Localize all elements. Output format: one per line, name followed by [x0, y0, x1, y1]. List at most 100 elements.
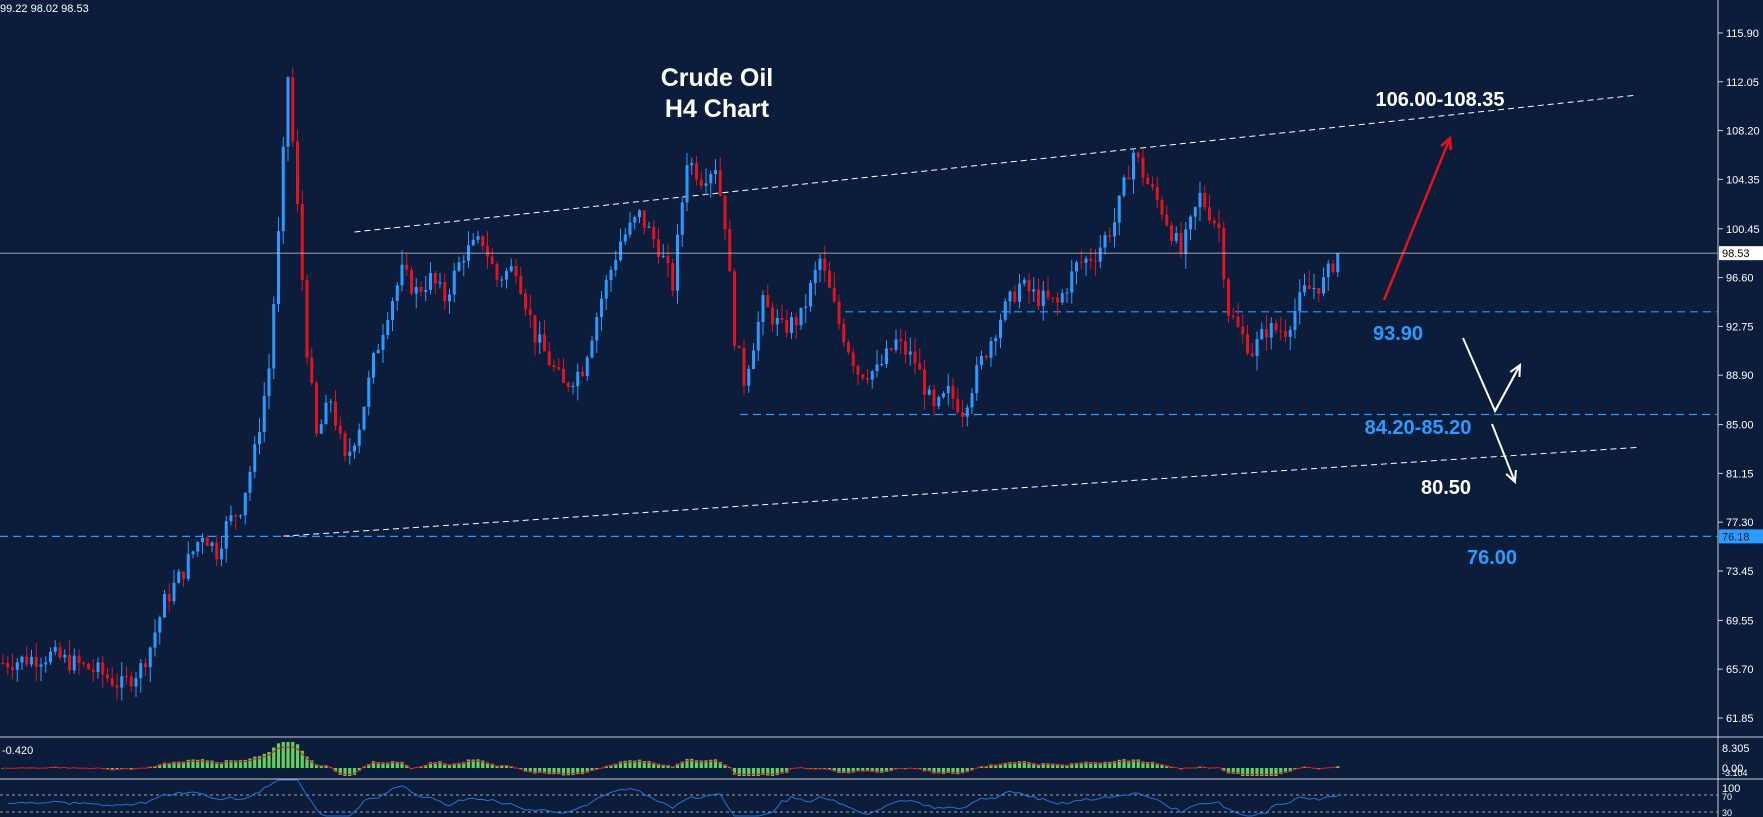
candle — [1231, 307, 1235, 320]
candle — [262, 382, 266, 443]
candle — [913, 338, 917, 375]
candle — [120, 662, 124, 701]
candle — [547, 342, 551, 367]
candle — [946, 373, 950, 406]
candle — [343, 430, 347, 462]
candle — [752, 342, 755, 370]
candle — [357, 423, 361, 454]
candle — [742, 339, 746, 396]
candle — [633, 215, 637, 230]
macd-bar — [595, 768, 599, 770]
candle — [723, 195, 727, 241]
macd-bar — [604, 765, 608, 768]
candle — [828, 261, 831, 289]
candle — [785, 309, 789, 338]
macd-bar — [219, 762, 224, 768]
macd-bar — [984, 766, 988, 768]
candle — [106, 667, 109, 683]
macd-bar — [965, 768, 969, 773]
macd-bar — [932, 768, 936, 774]
macd-bar — [1041, 762, 1045, 768]
candle — [899, 328, 903, 355]
macd-bar — [884, 768, 889, 772]
macd-bar — [946, 768, 950, 774]
macd-bar — [690, 758, 694, 768]
macd-bar — [357, 768, 361, 771]
candle — [1336, 253, 1340, 278]
candle — [315, 380, 318, 437]
candle — [167, 583, 171, 612]
macd-bar — [889, 768, 893, 772]
macd-bar — [238, 760, 243, 768]
price-tick-label: 85.00 — [1726, 420, 1754, 432]
macd-bar — [490, 763, 494, 768]
macd-bar — [452, 763, 456, 768]
macd-bar — [566, 768, 570, 776]
macd-bar — [272, 747, 276, 768]
candle — [604, 274, 608, 310]
candle — [543, 320, 546, 352]
candle — [1165, 205, 1169, 228]
candle — [1303, 273, 1306, 296]
candle — [652, 220, 656, 248]
macd-bar — [751, 768, 756, 776]
macd-bar — [405, 765, 409, 768]
candle — [1027, 273, 1031, 304]
candle — [1331, 260, 1335, 275]
macd-bar — [528, 768, 532, 773]
macd-bar — [481, 760, 485, 768]
macd-bar — [257, 756, 262, 768]
candle — [585, 355, 589, 381]
candle — [761, 290, 765, 336]
macd-bar — [153, 766, 157, 768]
price-tick-label: 77.30 — [1726, 517, 1754, 529]
candle — [1312, 273, 1316, 300]
macd-bar — [158, 764, 162, 768]
candle — [937, 395, 941, 410]
candle — [813, 261, 817, 296]
rsi-indicator — [0, 779, 1718, 817]
candle — [638, 209, 641, 224]
candle — [1184, 222, 1188, 269]
candle — [528, 294, 532, 329]
candle — [291, 67, 295, 148]
price-tick-label: 115.90 — [1726, 28, 1759, 40]
candle — [676, 224, 679, 304]
candle — [1103, 231, 1107, 255]
candle — [918, 348, 922, 370]
macd-bar — [561, 768, 566, 776]
candle — [614, 250, 618, 277]
rsi-tick-30: 30 — [1722, 808, 1732, 817]
macd-bar — [177, 761, 181, 768]
candle — [1279, 316, 1283, 341]
macd-bar — [766, 768, 770, 776]
macd-bar — [642, 761, 646, 768]
candle — [571, 382, 575, 395]
candle — [1108, 227, 1112, 243]
candle — [923, 360, 926, 410]
candle — [870, 369, 874, 389]
candle — [1098, 235, 1102, 269]
candle — [1046, 276, 1050, 301]
candle — [34, 642, 38, 682]
candle — [1146, 173, 1150, 185]
candle — [861, 373, 865, 381]
candle — [381, 323, 385, 363]
candle — [400, 250, 404, 292]
macd-bar — [557, 768, 561, 775]
candle — [49, 647, 52, 665]
candle — [1269, 317, 1273, 350]
macd-bar — [352, 768, 357, 775]
macd-bar — [951, 768, 955, 774]
macd-bar — [713, 759, 718, 768]
candle — [248, 466, 252, 502]
candle — [1293, 298, 1297, 339]
macd-bar — [628, 760, 632, 768]
candle — [1179, 222, 1183, 259]
candle — [1070, 259, 1074, 304]
ohlc-readout: 99.22 98.02 98.53 — [0, 3, 89, 15]
candle — [1041, 281, 1045, 321]
macd-bar — [1155, 763, 1159, 768]
candle — [809, 279, 812, 312]
